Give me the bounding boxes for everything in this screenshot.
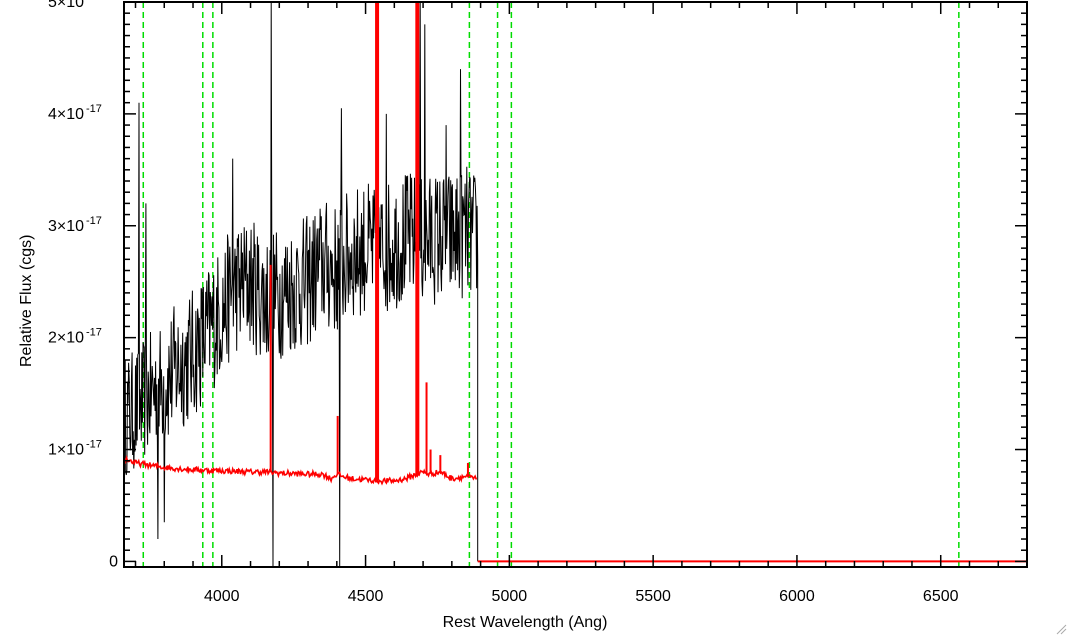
model-spectrum <box>123 2 1027 563</box>
plot-frame <box>123 1 1028 568</box>
observed-spectrum-line <box>123 1 479 568</box>
x-tick-label: 5500 <box>635 588 671 605</box>
x-tick-label: 4500 <box>348 588 384 605</box>
y-tick-exponent: -17 <box>86 215 102 227</box>
x-tick-labels: 4000 4500 5000 5500 6000 6500 <box>204 588 959 605</box>
x-tick-label: 5000 <box>492 588 528 605</box>
y-tick-exponent: -17 <box>86 103 102 115</box>
x-tick-label: 4000 <box>204 588 240 605</box>
x-axis-label: Rest Wavelength (Ang) <box>442 614 608 631</box>
plot-axes <box>123 1 1028 568</box>
y-tick-exponent: -17 <box>86 439 102 451</box>
model-continuum-line <box>123 454 477 486</box>
y-tick-label: 5×10 <box>48 0 84 11</box>
y-axis-label: Relative Flux (cgs) <box>18 234 35 367</box>
y-tick-labels: 01×10-172×10-173×10-174×10-175×10-17 <box>48 0 118 570</box>
observed-spectrum <box>123 1 479 568</box>
y-tick-label: 0 <box>109 553 118 570</box>
x-tick-label: 6500 <box>923 588 959 605</box>
y-tick-label: 2×10 <box>48 330 84 347</box>
resize-grip-icon[interactable] <box>1055 623 1067 635</box>
y-tick-label: 3×10 <box>48 218 84 235</box>
y-tick-label: 4×10 <box>48 106 84 123</box>
emission-line-markers <box>142 2 960 567</box>
y-tick-exponent: -17 <box>86 327 102 339</box>
y-tick-exponent: -17 <box>86 0 102 3</box>
x-tick-label: 6000 <box>779 588 815 605</box>
y-tick-label: 1×10 <box>48 442 84 459</box>
